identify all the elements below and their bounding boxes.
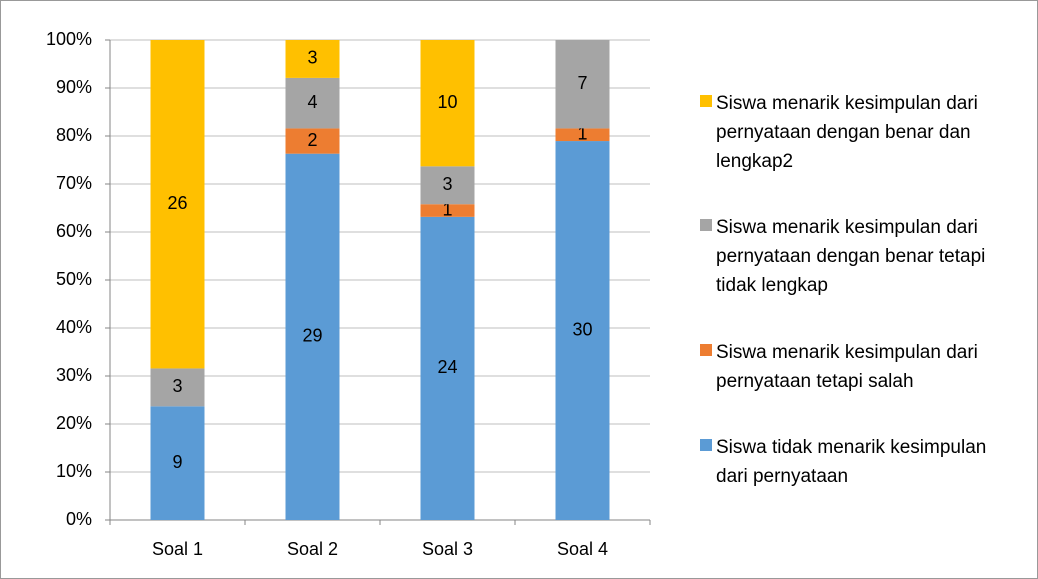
legend: Siswa menarik kesimpulan dari pernyataan… bbox=[700, 70, 1020, 510]
bar-segment bbox=[150, 40, 205, 369]
legend-label: Siswa menarik kesimpulan dari pernyataan… bbox=[716, 92, 978, 172]
bar-segment bbox=[150, 406, 205, 520]
value-label: 3 bbox=[442, 174, 452, 194]
bar-segment bbox=[555, 40, 610, 129]
legend-swatch bbox=[700, 439, 712, 452]
value-label: 30 bbox=[572, 319, 592, 339]
bar-segment bbox=[285, 77, 340, 129]
value-label: 3 bbox=[172, 376, 182, 396]
y-tick-label: 0% bbox=[66, 509, 92, 529]
y-tick-label: 20% bbox=[56, 413, 92, 433]
legend-label: Siswa menarik kesimpulan dari pernyataan… bbox=[716, 341, 978, 392]
bar-segment bbox=[285, 40, 340, 78]
bar-segment bbox=[555, 128, 610, 142]
y-tick-label: 30% bbox=[56, 365, 92, 385]
value-label: 7 bbox=[577, 73, 587, 93]
legend-swatch bbox=[700, 343, 712, 356]
y-tick-label: 80% bbox=[56, 125, 92, 145]
y-tick-label: 50% bbox=[56, 269, 92, 289]
legend-item: Siswa menarik kesimpulan dari pernyataan… bbox=[700, 89, 1020, 176]
y-tick-label: 100% bbox=[46, 29, 92, 49]
value-label: 1 bbox=[442, 199, 452, 219]
value-label: 3 bbox=[307, 48, 317, 68]
bar-segment bbox=[285, 128, 340, 154]
y-tick-label: 70% bbox=[56, 173, 92, 193]
y-tick-label: 40% bbox=[56, 317, 92, 337]
bar-segment bbox=[420, 166, 475, 205]
value-label: 10 bbox=[437, 92, 457, 112]
x-tick-label: Soal 2 bbox=[287, 539, 338, 559]
bar-segment bbox=[555, 141, 610, 521]
bar-segment bbox=[285, 153, 340, 520]
value-label: 26 bbox=[167, 193, 187, 213]
value-label: 2 bbox=[307, 130, 317, 150]
y-tick-label: 90% bbox=[56, 77, 92, 97]
bar-segment bbox=[420, 216, 475, 520]
bar-segment bbox=[420, 204, 475, 217]
x-tick-label: Soal 3 bbox=[422, 539, 473, 559]
legend-item: Siswa tidak menarik kesimpulan dari pern… bbox=[700, 433, 1020, 491]
x-tick-label: Soal 4 bbox=[557, 539, 608, 559]
y-tick-label: 60% bbox=[56, 221, 92, 241]
value-label: 4 bbox=[307, 92, 317, 112]
legend-swatch bbox=[700, 94, 712, 107]
legend-item: Siswa menarik kesimpulan dari pernyataan… bbox=[700, 213, 1020, 300]
legend-swatch bbox=[700, 219, 712, 232]
x-tick-label: Soal 1 bbox=[152, 539, 203, 559]
value-label: 24 bbox=[437, 357, 457, 377]
value-label: 1 bbox=[577, 123, 587, 143]
y-tick-label: 10% bbox=[56, 461, 92, 481]
legend-label: Siswa tidak menarik kesimpulan dari pern… bbox=[716, 437, 987, 488]
legend-label: Siswa menarik kesimpulan dari pernyataan… bbox=[716, 217, 986, 297]
value-label: 9 bbox=[172, 452, 182, 472]
bar-segment bbox=[420, 40, 475, 167]
legend-item: Siswa menarik kesimpulan dari pernyataan… bbox=[700, 338, 1020, 396]
value-label: 29 bbox=[302, 326, 322, 346]
bar-segment bbox=[150, 368, 205, 407]
